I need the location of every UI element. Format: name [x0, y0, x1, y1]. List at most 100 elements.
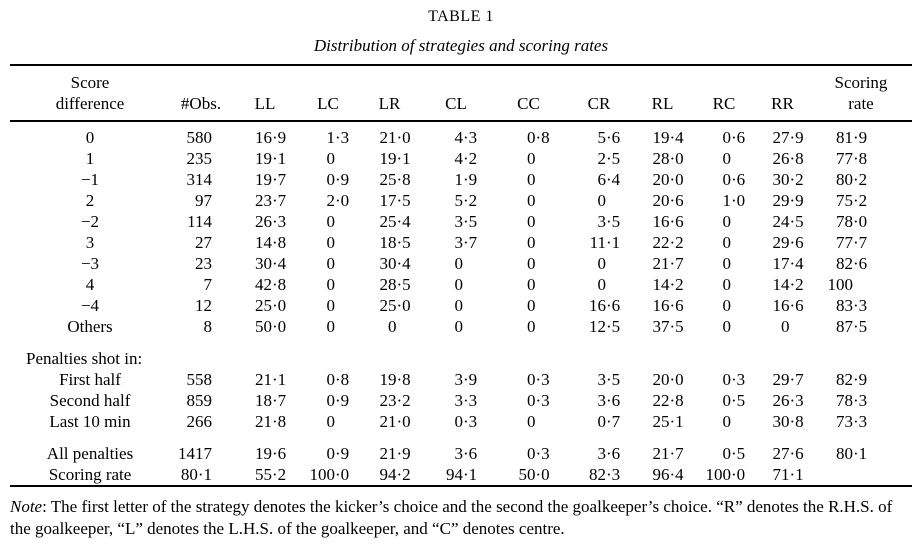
numeric-value: 0·8: [306, 369, 350, 390]
integer-part: 0: [527, 191, 536, 210]
data-cell: 29·9: [755, 190, 810, 211]
numeric-value: 0: [507, 211, 551, 232]
numeric-value: 0: [507, 253, 551, 274]
fraction-part: ·7: [272, 170, 287, 189]
data-cell: 26·3: [232, 211, 298, 232]
table-row: Second half 859 18·7 0·9 23·2 3·3 0·3 3·6 22·8 0 ·…: [10, 390, 912, 411]
data-cell: 78·3: [810, 390, 912, 411]
data-cell: 27: [195, 233, 212, 252]
data-cell: 0·6: [693, 169, 755, 190]
row-label: All penalties: [46, 444, 134, 463]
numeric-value: 0: [306, 411, 350, 432]
fraction-part: ·3: [272, 212, 287, 231]
numeric-value: 6·4: [577, 169, 621, 190]
fraction-part: [536, 211, 551, 232]
integer-part: 16: [255, 128, 272, 147]
integer-part: 30: [772, 170, 790, 189]
integer-part: 0: [326, 170, 336, 189]
fraction-part: ·3: [535, 444, 550, 463]
fraction-part: ·4: [396, 212, 411, 231]
data-cell: 3·5: [566, 211, 632, 232]
numeric-value: 0·6: [702, 169, 746, 190]
section-label: Penalties shot in:: [26, 349, 143, 368]
data-cell: 314: [186, 170, 213, 189]
data-cell: 94·1: [421, 464, 491, 485]
integer-part: 0: [527, 296, 536, 315]
data-cell: 1·9: [421, 169, 491, 190]
numeric-value: 96·4: [641, 464, 685, 485]
integer-part: 50: [255, 317, 272, 336]
data-cell: 25·0: [358, 295, 421, 316]
integer-part: 0: [326, 149, 336, 168]
data-cell: 12·5: [566, 316, 632, 337]
data-cell: 19·1: [232, 148, 298, 169]
data-cell: 82·6: [810, 253, 912, 274]
numeric-value: 100·0: [702, 464, 746, 485]
fraction-part: ·2: [789, 170, 804, 189]
fraction-part: ·8: [789, 149, 804, 168]
integer-part: 82: [836, 254, 853, 273]
integer-part: 1: [722, 191, 732, 210]
fraction-part: ·6: [463, 444, 478, 463]
data-cell: 0: [298, 411, 358, 432]
column-header: Scoring rate: [810, 66, 912, 122]
fraction-part: [606, 253, 621, 274]
integer-part: 26: [772, 391, 790, 410]
data-cell: 8: [203, 317, 213, 336]
row-label: 2: [85, 191, 95, 210]
integer-part: 0: [326, 254, 336, 273]
integer-part: 20: [652, 370, 670, 389]
row-label: 3: [85, 233, 95, 252]
integer-part: 22: [652, 233, 670, 252]
integer-part: 29: [772, 191, 790, 210]
fraction-part: [335, 253, 350, 274]
data-cell: 20·0: [632, 369, 693, 390]
numeric-value: 78·0: [824, 211, 868, 232]
data-cell: 19·8: [358, 369, 421, 390]
data-cell: 18·5: [358, 232, 421, 253]
integer-part: 0: [527, 370, 536, 389]
fraction-part: ·0: [272, 317, 287, 336]
fraction-part: [335, 295, 350, 316]
fraction-part: ·3: [463, 128, 478, 147]
numeric-value: 73·3: [824, 411, 868, 432]
integer-part: 0: [527, 317, 536, 336]
fraction-part: ·2: [853, 191, 868, 210]
data-cell: 30·4: [358, 253, 421, 274]
integer-part: 82: [589, 465, 606, 484]
fraction-part: ·8: [535, 128, 550, 147]
data-cell: 16·9: [232, 127, 298, 148]
integer-part: 21: [255, 370, 272, 389]
numeric-value: 18·5: [368, 232, 412, 253]
integer-part: 0: [722, 212, 732, 231]
numeric-value: 0·3: [702, 369, 746, 390]
gap-cell: [10, 432, 912, 443]
numeric-value: 19·6: [243, 443, 287, 464]
numeric-value: 21·9: [368, 443, 412, 464]
integer-part: 21: [652, 254, 670, 273]
integer-part: 3: [597, 370, 607, 389]
table-row: 1 235 19·1 0 19·1 4·2 0 2·5 28·0 0 26·8 77·8: [10, 148, 912, 169]
fraction-part: ·4: [606, 170, 621, 189]
fraction-part: ·0: [335, 465, 350, 484]
numeric-value: 0: [434, 274, 478, 295]
fraction-part: ·6: [606, 128, 621, 147]
fraction-part: ·4: [669, 128, 684, 147]
fraction-part: ·8: [396, 370, 411, 389]
fraction-part: ·5: [731, 444, 746, 463]
data-cell: 0: [298, 316, 358, 337]
data-cell: 6·4: [566, 169, 632, 190]
numeric-value: 0: [434, 253, 478, 274]
integer-part: 18: [379, 233, 397, 252]
data-cell: 23: [195, 254, 212, 273]
integer-part: 3: [454, 212, 464, 231]
numeric-value: 0: [761, 316, 805, 337]
fraction-part: ·1: [853, 444, 868, 463]
integer-part: 30: [379, 254, 397, 273]
integer-part: 16: [772, 296, 790, 315]
numeric-value: 0: [306, 211, 350, 232]
numeric-value: 77·7: [824, 232, 868, 253]
integer-part: 0: [454, 412, 464, 431]
integer-part: 3: [454, 370, 464, 389]
data-cell: 0: [298, 232, 358, 253]
